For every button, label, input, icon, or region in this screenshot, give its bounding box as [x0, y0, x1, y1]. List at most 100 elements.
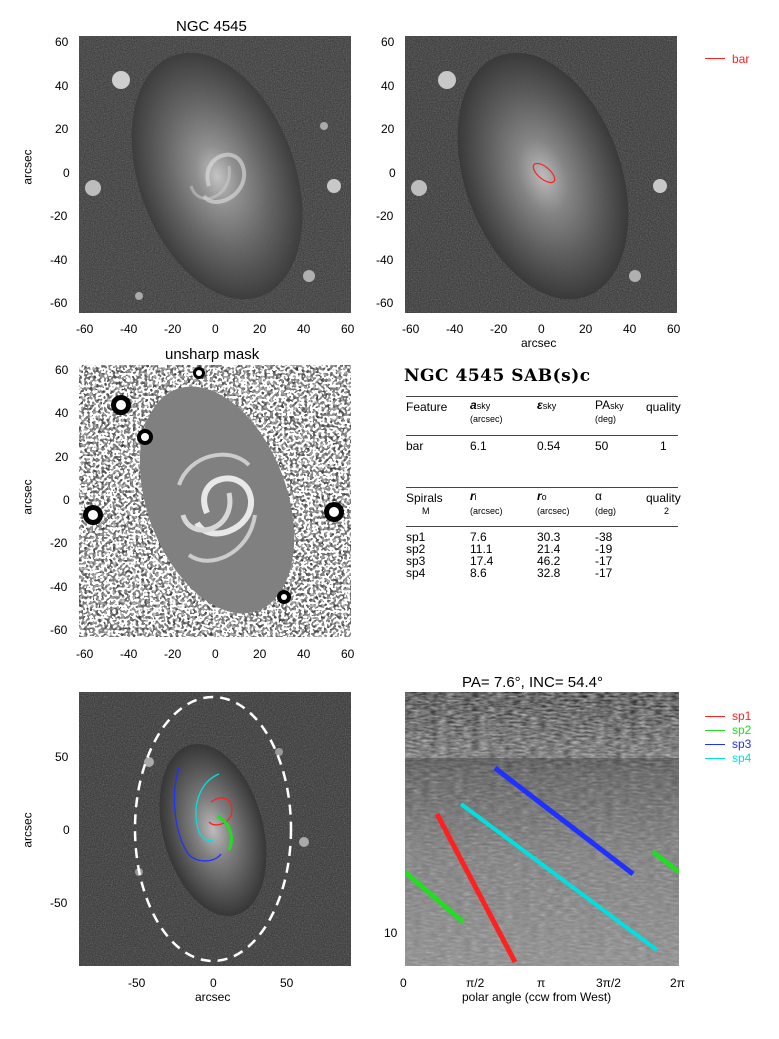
x-tick: 40 — [297, 647, 311, 661]
legend-swatch-sp4 — [705, 758, 725, 759]
rule — [406, 526, 678, 527]
col-ro-unit: (arcsec) — [537, 506, 570, 516]
x-tick: 0 — [538, 322, 545, 336]
sp-ri: 7.6 — [470, 530, 487, 544]
legend-swatch-sp3 — [705, 744, 725, 745]
legend-label-sp3: sp3 — [732, 737, 752, 751]
y-tick: 60 — [55, 35, 69, 49]
x-tick: -40 — [120, 322, 138, 336]
rule — [406, 396, 678, 397]
y-tick: 60 — [381, 35, 395, 49]
y-tick: 0 — [389, 166, 396, 180]
y-tick: 20 — [55, 122, 69, 136]
rule — [406, 487, 678, 488]
y-tick: 60 — [55, 363, 69, 377]
spiral-sp4 — [195, 773, 220, 842]
legend-label-bar: bar — [732, 52, 750, 66]
x-tick: 3π/2 — [596, 976, 621, 990]
bar-feature: bar — [406, 439, 424, 453]
spiral-sp2 — [216, 814, 233, 851]
col-ri: ri — [470, 489, 477, 503]
x-tick: -40 — [446, 322, 464, 336]
panel-title: NGC 4545 — [176, 18, 247, 35]
y-tick: -40 — [50, 580, 68, 594]
y-tick: 20 — [381, 122, 395, 136]
y-tick: -50 — [50, 896, 68, 910]
track-sp4 — [459, 802, 659, 952]
y-tick: 40 — [381, 79, 395, 93]
y-tick: -20 — [50, 209, 68, 223]
col-feature: Feature — [406, 400, 448, 414]
bar-a: 6.1 — [470, 439, 487, 453]
x-tick: 0 — [400, 976, 407, 990]
bar-ellipse — [532, 162, 556, 184]
spiral-sp1 — [208, 797, 233, 826]
x-tick: 2π — [670, 976, 685, 990]
col-quality: quality — [646, 400, 681, 414]
x-tick: -20 — [490, 322, 508, 336]
sp-ri: 11.1 — [470, 542, 493, 556]
col-m: M — [422, 506, 430, 516]
y-axis-label: arcsec — [20, 479, 35, 515]
y-tick: 20 — [55, 450, 69, 464]
x-tick: 50 — [280, 976, 294, 990]
sp-alpha: -38 — [595, 530, 613, 544]
y-tick: -40 — [50, 253, 68, 267]
track-sp2a — [405, 870, 465, 924]
legend-label-sp1: sp1 — [732, 709, 752, 723]
col-a-unit: (arcsec) — [470, 414, 503, 424]
x-tick: 40 — [297, 322, 311, 336]
bar-table: Feature asky (arcsec) εsky PAsky (deg) q… — [406, 396, 681, 486]
spiral-table: Spirals M ri (arcsec) ro (arcsec) α (deg… — [406, 487, 681, 607]
col-spirals: Spirals — [406, 491, 443, 505]
y-axis-label: arcsec — [20, 149, 35, 185]
x-tick: 60 — [341, 322, 355, 336]
x-axis-label: arcsec — [195, 990, 231, 1004]
spiral-sp3 — [173, 767, 222, 862]
panel-title: unsharp mask — [165, 346, 260, 363]
rule — [406, 435, 678, 436]
sp-name: sp3 — [406, 554, 426, 568]
col-alpha-unit: (deg) — [595, 506, 617, 516]
sp-name: sp4 — [406, 566, 426, 580]
y-tick: -20 — [50, 536, 68, 550]
x-tick: 60 — [341, 647, 355, 661]
x-tick: -40 — [120, 647, 138, 661]
y-tick: 50 — [55, 750, 69, 764]
sp-ro: 32.8 — [537, 566, 561, 580]
sp-alpha: -17 — [595, 554, 613, 568]
legend-swatch-sp1 — [705, 716, 725, 717]
y-tick: 0 — [63, 823, 70, 837]
x-tick: -60 — [76, 647, 94, 661]
x-tick: -60 — [402, 322, 420, 336]
x-axis-label: arcsec — [521, 336, 557, 350]
x-tick: -50 — [128, 976, 146, 990]
x-tick: 0 — [212, 647, 219, 661]
y-tick: 0 — [63, 493, 70, 507]
sp-alpha: -17 — [595, 566, 613, 580]
x-tick: 20 — [579, 322, 593, 336]
galaxy-image — [79, 36, 351, 313]
y-tick: 0 — [63, 166, 70, 180]
x-tick: π — [537, 976, 546, 990]
x-tick: π/2 — [466, 976, 485, 990]
x-tick: 20 — [253, 647, 267, 661]
legend-label-sp4: sp4 — [732, 751, 752, 765]
x-tick: -20 — [164, 647, 182, 661]
x-tick: 60 — [667, 322, 681, 336]
y-tick: -60 — [376, 296, 394, 310]
table-title: NGC 4545 SAB(s)c — [404, 366, 591, 386]
sp-alpha: -19 — [595, 542, 613, 556]
bar-quality: 1 — [660, 439, 667, 453]
y-tick: -60 — [50, 623, 68, 637]
col-quality: quality — [646, 491, 681, 505]
track-sp1 — [434, 812, 518, 964]
sp-name: sp1 — [406, 530, 426, 544]
col-a: asky — [470, 398, 491, 412]
track-sp2b — [651, 850, 679, 874]
col-alpha: α — [595, 489, 602, 503]
x-tick: -20 — [164, 322, 182, 336]
y-axis-label: arcsec — [20, 812, 35, 848]
sp-ro: 30.3 — [537, 530, 561, 544]
spiral-quality-value: 2 — [664, 506, 670, 516]
